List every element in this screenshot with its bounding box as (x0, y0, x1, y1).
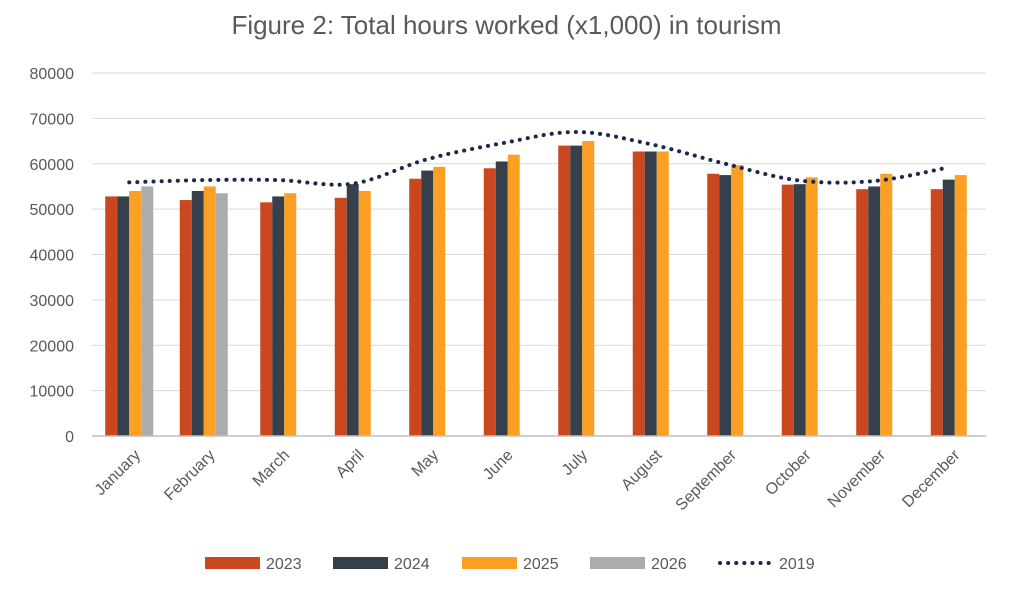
x-tick-label: April (333, 447, 368, 482)
y-tick-label: 70000 (30, 111, 75, 128)
chart-title: Figure 2: Total hours worked (x1,000) in… (231, 10, 782, 40)
x-tick-label: November (825, 446, 890, 511)
y-tick-label: 80000 (30, 66, 75, 83)
bar-2025 (203, 186, 216, 436)
bar-2024 (868, 186, 881, 436)
bar-2023 (179, 200, 192, 436)
x-tick-label: March (250, 447, 293, 490)
bar-2025 (582, 141, 595, 436)
series-line-layer (127, 129, 951, 187)
bar-2025 (507, 154, 520, 437)
bar-2023 (930, 189, 943, 436)
x-tick-label: July (559, 447, 591, 479)
x-tick-label: December (899, 446, 964, 511)
x-tick-label: August (618, 446, 666, 494)
bar-2024 (570, 145, 583, 436)
bar-2023 (632, 151, 645, 436)
legend-label-2019: 2019 (779, 556, 815, 573)
bar-2025 (284, 193, 297, 436)
bar-2024 (793, 184, 806, 436)
x-tick-label: May (409, 447, 442, 480)
bar-2026 (141, 186, 154, 436)
legend-label-2024: 2024 (394, 556, 430, 573)
bar-2025 (731, 165, 744, 436)
bar-2023 (707, 173, 720, 437)
x-tick-label: October (762, 446, 815, 499)
bar-2024 (191, 190, 204, 436)
x-tick-label: January (92, 447, 144, 499)
legend: 2023 2024 2025 2026 2019 (205, 556, 815, 573)
bar-2023 (334, 197, 347, 436)
bar-2025 (433, 166, 446, 436)
legend-swatch-2023 (205, 557, 260, 569)
legend-label-2025: 2025 (523, 556, 559, 573)
series-line-2019 (127, 129, 951, 187)
legend-swatch-2024 (333, 557, 388, 569)
bar-2023 (781, 184, 794, 436)
gridlines (92, 72, 986, 392)
y-tick-label: 50000 (30, 202, 75, 219)
bar-2024 (942, 179, 955, 436)
bar-2025 (358, 190, 371, 436)
bar-2026 (215, 193, 228, 436)
legend-label-2023: 2023 (266, 556, 302, 573)
y-tick-label: 0 (65, 429, 74, 446)
bar-2023 (856, 189, 869, 436)
legend-swatch-2025 (462, 557, 517, 569)
y-tick-label: 60000 (30, 157, 75, 174)
bars (105, 141, 967, 437)
y-tick-label: 10000 (30, 384, 75, 401)
bar-2025 (805, 177, 818, 437)
bar-2024 (421, 170, 434, 436)
bar-2025 (129, 190, 142, 436)
bar-2023 (105, 196, 118, 436)
bar-2024 (495, 161, 508, 436)
bar-2023 (260, 202, 273, 436)
bar-2023 (409, 178, 422, 436)
bar-2023 (558, 145, 571, 436)
bar-2024 (719, 175, 732, 436)
legend-label-2026: 2026 (651, 556, 687, 573)
bar-2024 (346, 184, 359, 436)
bar-2025 (954, 175, 967, 436)
x-tick-label: June (480, 447, 517, 484)
bar-2023 (483, 168, 496, 436)
y-tick-label: 40000 (30, 248, 75, 265)
y-axis-ticks: 0 10000 20000 30000 40000 50000 60000 70000 8000… (30, 66, 75, 446)
bar-2024 (272, 196, 285, 436)
bar-2025 (656, 151, 669, 436)
x-axis-ticks: January February March April May June July Augu… (92, 446, 964, 514)
y-tick-label: 20000 (30, 338, 75, 355)
legend-swatch-2026 (590, 557, 645, 569)
x-tick-label: September (673, 446, 741, 514)
bar-2024 (644, 151, 657, 436)
bar-2024 (117, 196, 130, 436)
bar-2025 (880, 173, 893, 437)
y-tick-label: 30000 (30, 293, 75, 310)
x-tick-label: February (161, 447, 218, 504)
